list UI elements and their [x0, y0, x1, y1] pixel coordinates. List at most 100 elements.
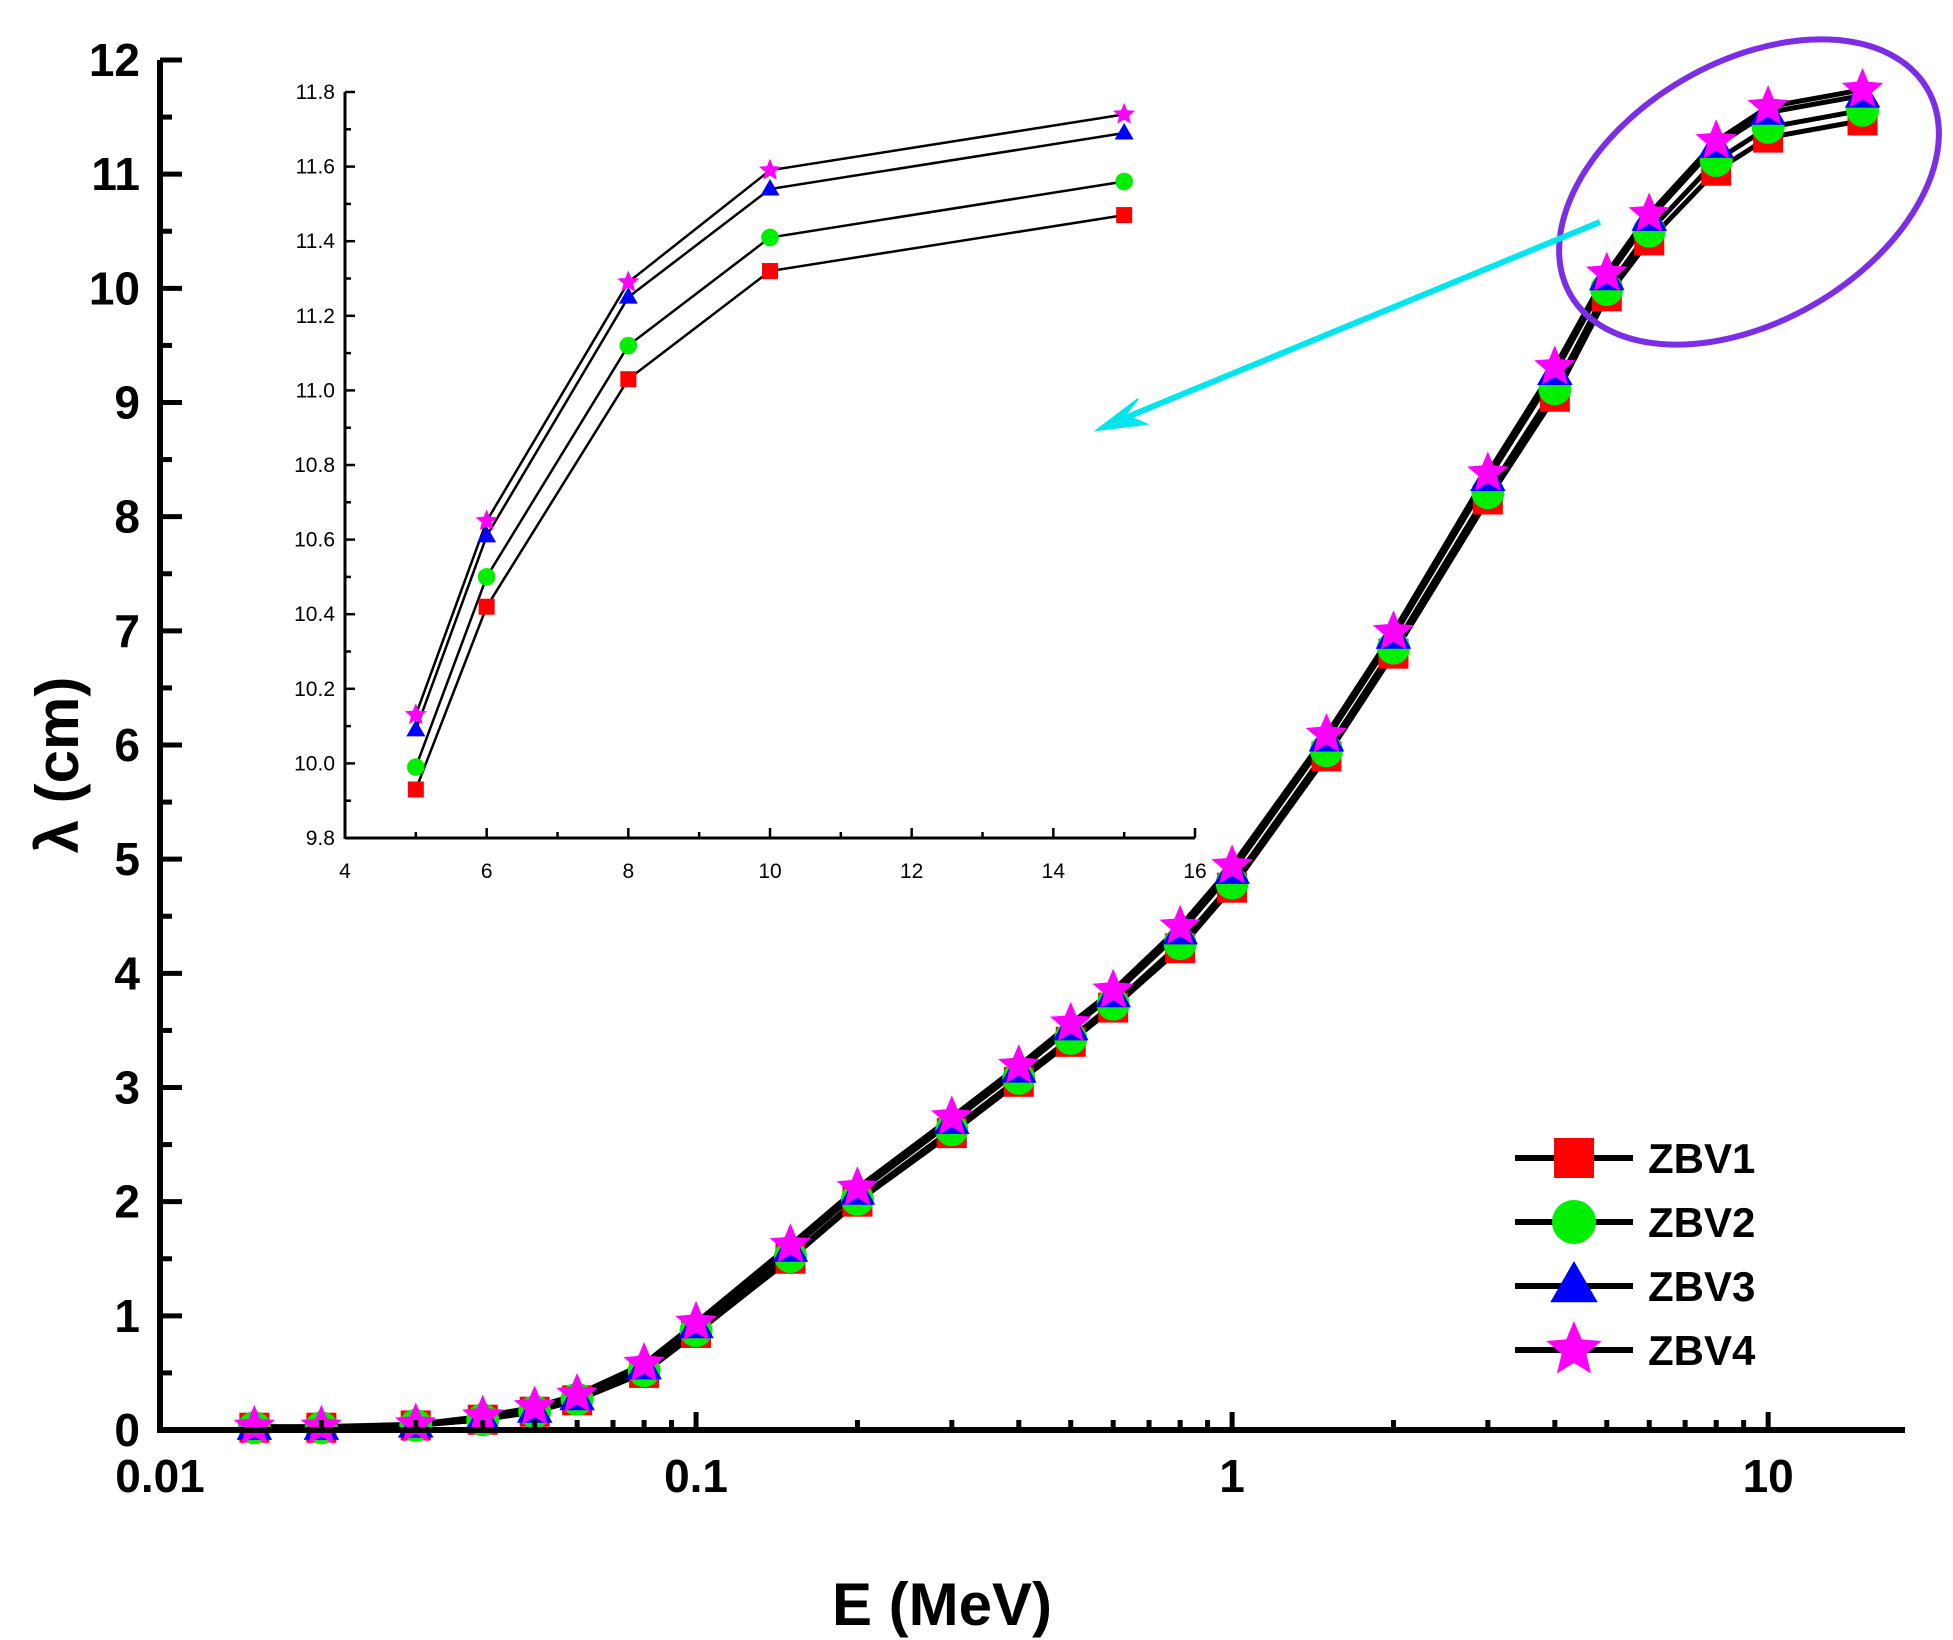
inset-data-point-zbv3: [406, 719, 426, 737]
data-point-zbv4: [1159, 904, 1201, 945]
data-point-zbv4: [623, 1342, 665, 1382]
y-tick-label: 4: [114, 947, 140, 999]
inset-x-tick-label: 10: [758, 860, 781, 883]
data-point-zbv4: [1050, 1001, 1092, 1042]
data-point-zbv4: [1628, 192, 1670, 232]
inset-data-point-zbv4: [1113, 102, 1136, 124]
legend-marker-zbv3: [1550, 1261, 1598, 1303]
inset-data-point-zbv3: [618, 287, 638, 304]
inset-data-point-zbv4: [617, 270, 640, 292]
data-point-zbv4: [998, 1044, 1040, 1084]
inset-y-tick-label: 11.8: [296, 81, 335, 104]
legend-marker-zbv1: [1554, 1138, 1594, 1178]
zoom-arrow-line: [1118, 219, 1602, 423]
inset-axes: 4 6 8 10 12 14 16 9.8 10.0 10.2 10.4 10.6 10.8 11.0 11…: [294, 81, 1207, 883]
data-point-zbv4: [462, 1394, 504, 1434]
legend-label-zbv2: ZBV2: [1648, 1199, 1755, 1246]
inset-data-point-zbv3: [1114, 123, 1134, 140]
inset-y-tick-label: 10.0: [294, 752, 335, 775]
y-tick-label: 3: [114, 1062, 140, 1114]
legend-marker-zbv4: [1546, 1321, 1602, 1374]
data-point-zbv4: [1841, 67, 1884, 108]
y-tick-label: 8: [114, 491, 140, 543]
y-tick-label: 6: [114, 719, 140, 771]
legend-label-zbv4: ZBV4: [1648, 1327, 1756, 1374]
inset-data-point-zbv1: [762, 263, 778, 280]
inset-x-tick-label: 4: [339, 860, 351, 883]
x-axis-title: E (MeV): [832, 1571, 1052, 1638]
inset-data-point-zbv4: [759, 158, 781, 180]
y-tick-label: 2: [114, 1176, 140, 1228]
data-point-zbv4: [556, 1372, 598, 1413]
data-point-zbv4: [233, 1404, 276, 1445]
inset-background: [345, 92, 1195, 838]
data-point-zbv4: [931, 1095, 973, 1135]
x-tick-label: 10: [1743, 1450, 1794, 1502]
y-tick-label: 10: [89, 262, 140, 314]
inset-x-tick-label: 6: [481, 860, 493, 883]
x-tick-label: 0.1: [664, 1450, 728, 1502]
legend-label-zbv1: ZBV1: [1648, 1135, 1755, 1182]
x-tick-label: 1: [1219, 1450, 1245, 1502]
data-point-zbv4: [514, 1385, 556, 1425]
inset-x-tick-label: 14: [1042, 860, 1066, 883]
y-tick-label: 11: [91, 148, 140, 200]
inset-data-point-zbv4: [475, 509, 498, 531]
inset-data-point-zbv2: [407, 758, 425, 776]
data-point-zbv4: [1586, 251, 1628, 292]
inset-plot: 4 6 8 10 12 14 16 9.8 10.0 10.2 10.4 10.6 10.8 11.0 11…: [294, 81, 1207, 883]
data-point-zbv4: [1747, 85, 1789, 125]
data-point-zbv4: [1372, 610, 1415, 650]
inset-y-tick-label: 10.2: [294, 678, 335, 701]
inset-data-point-zbv2: [1115, 172, 1133, 191]
inset-x-tick-label: 12: [900, 860, 923, 883]
inset-y-tick-label: 10.4: [294, 603, 335, 626]
y-axis-title: λ (cm): [24, 677, 91, 854]
inset-series-markers: [404, 102, 1136, 798]
highlight-ellipse: [1556, 36, 1942, 348]
inset-data-point-zbv3: [760, 178, 780, 196]
legend-label-zbv3: ZBV3: [1648, 1263, 1755, 1310]
y-tick-label: 1: [114, 1290, 140, 1342]
legend-marker-zbv2: [1552, 1200, 1596, 1244]
inset-y-tick-label: 10.6: [294, 529, 335, 552]
inset-data-point-zbv1: [620, 371, 637, 388]
inset-data-point-zbv2: [477, 568, 496, 586]
y-tick-label: 9: [114, 377, 140, 429]
legend: ZBV1 ZBV2 ZBV3 ZBV4: [1515, 1135, 1756, 1374]
inset-data-point-zbv1: [407, 781, 424, 798]
data-point-zbv4: [1534, 345, 1576, 385]
zoom-arrow-head: [1093, 398, 1150, 432]
data-point-zbv4: [1211, 844, 1253, 884]
inset-y-tick-label: 10.8: [294, 454, 335, 477]
inset-data-point-zbv3: [477, 525, 497, 543]
inset-data-point-zbv2: [619, 336, 638, 355]
data-point-zbv4: [1305, 713, 1348, 753]
inset-y-tick-label: 11.4: [296, 230, 336, 253]
inset-x-tick-label: 8: [622, 860, 634, 883]
x-tick-label: 0.01: [115, 1450, 205, 1502]
data-point-zbv4: [1467, 451, 1509, 491]
y-tick-label: 7: [114, 605, 140, 657]
y-tick-label: 5: [114, 833, 140, 885]
inset-y-tick-label: 9.8: [306, 827, 335, 850]
data-point-zbv4: [769, 1223, 812, 1263]
y-tick-label: 12: [89, 34, 140, 86]
data-point-zbv4: [836, 1166, 879, 1206]
data-point-zbv4: [1092, 968, 1134, 1009]
y-tick-label: 0: [114, 1404, 140, 1456]
inset-data-point-zbv1: [478, 598, 495, 615]
data-point-zbv4: [1695, 119, 1737, 159]
annotations: [1093, 36, 1942, 432]
inset-x-tick-label: 16: [1183, 860, 1206, 883]
inset-data-point-zbv1: [1116, 207, 1133, 224]
inset-y-tick-label: 11.0: [296, 379, 335, 402]
inset-data-point-zbv4: [404, 703, 427, 725]
inset-y-tick-label: 11.6: [296, 156, 335, 179]
inset-y-tick-label: 11.2: [296, 305, 335, 328]
inset-data-point-zbv2: [761, 228, 779, 247]
data-point-zbv4: [675, 1300, 717, 1341]
